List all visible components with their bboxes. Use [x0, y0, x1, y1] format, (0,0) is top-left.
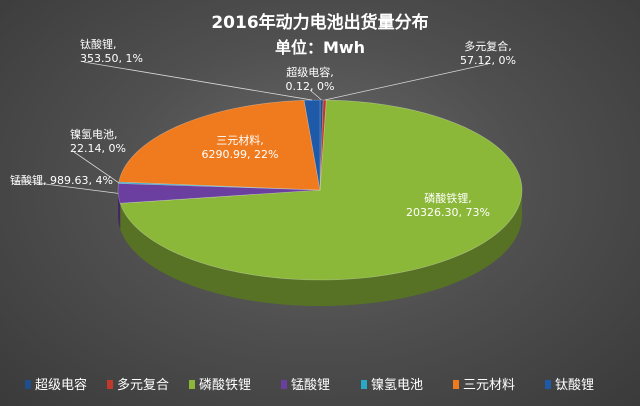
slice-label-镍氢电池: 镍氢电池,	[70, 127, 118, 141]
pie-slice-超级电容	[319, 99, 324, 191]
legend-swatch-磷酸铁锂	[189, 380, 195, 389]
legend-swatch-锰酸锂	[281, 380, 287, 389]
legend-item-三元材料: 三元材料	[453, 378, 515, 393]
slice-value-磷酸铁锂: 20326.30, 73%	[406, 206, 490, 219]
legend-swatch-多元复合	[107, 380, 113, 389]
slice-label-多元复合: 多元复合,	[464, 39, 512, 53]
legend-item-锰酸锂: 锰酸锂	[281, 378, 330, 393]
chart-subtitle: 单位：Mwh	[275, 38, 365, 57]
legend-item-镍氢电池: 镍氢电池	[361, 378, 423, 393]
legend-swatch-钛酸锂	[545, 380, 551, 389]
pie-slice-磷酸铁锂	[119, 99, 523, 281]
legend-label-钛酸锂: 钛酸锂	[555, 378, 594, 393]
legend-item-超级电容: 超级电容	[25, 377, 87, 393]
legend-label-磷酸铁锂: 磷酸铁锂	[199, 378, 251, 393]
slice-label-三元材料: 三元材料,	[216, 133, 264, 147]
leader-line-超级电容	[309, 89, 322, 101]
legend-label-超级电容: 超级电容	[35, 377, 87, 393]
leader-line-多元复合	[324, 63, 489, 101]
slice-value-多元复合: 57.12, 0%	[460, 54, 516, 67]
legend-label-锰酸锂: 锰酸锂	[291, 378, 330, 393]
slice-labels: 超级电容,0.12, 0% 多元复合,57.12, 0% 磷酸铁锂,20326.30…	[10, 37, 516, 219]
legend-label-多元复合: 多元复合	[117, 377, 169, 393]
leader-line-镍氢电池	[73, 151, 119, 184]
pie-side-磷酸铁锂	[120, 190, 522, 306]
slice-label-磷酸铁锂: 磷酸铁锂,	[424, 191, 472, 205]
legend-item-多元复合: 多元复合	[107, 377, 169, 393]
legend-item-钛酸锂: 钛酸锂	[545, 378, 594, 393]
legend-swatch-镍氢电池	[361, 380, 367, 389]
pie-slice-三元材料	[118, 99, 321, 191]
slice-value-钛酸锂: 353.50, 1%	[80, 52, 143, 65]
pie-slices	[117, 99, 523, 281]
leader-line-钛酸锂	[83, 61, 313, 101]
slice-value-镍氢电池: 22.14, 0%	[70, 142, 126, 155]
slice-label-钛酸锂: 钛酸锂,	[80, 37, 117, 51]
legend-item-磷酸铁锂: 磷酸铁锂	[189, 378, 251, 393]
legend-swatch-超级电容	[25, 380, 31, 389]
slice-value-三元材料: 6290.99, 22%	[202, 148, 279, 161]
pie-side-锰酸锂	[118, 190, 121, 230]
legend: 超级电容 多元复合 磷酸铁锂 锰酸锂 镍氢电池 三元材料 钛酸锂	[25, 377, 594, 393]
legend-label-镍氢电池: 镍氢电池	[371, 378, 423, 393]
chart-title: 2016年动力电池出货量分布	[211, 12, 428, 33]
legend-label-三元材料: 三元材料	[463, 378, 515, 393]
slice-label-超级电容: 超级电容,	[286, 65, 334, 79]
legend-swatch-三元材料	[453, 380, 459, 389]
leader-lines	[13, 61, 489, 194]
pie-slice-镍氢电池	[118, 181, 321, 191]
leader-line-锰酸锂	[13, 179, 119, 194]
pie-side-walls	[118, 190, 522, 306]
slice-label-锰酸锂: 锰酸锂, 989.63, 4%	[10, 173, 113, 187]
slice-value-超级电容: 0.12, 0%	[286, 80, 335, 93]
